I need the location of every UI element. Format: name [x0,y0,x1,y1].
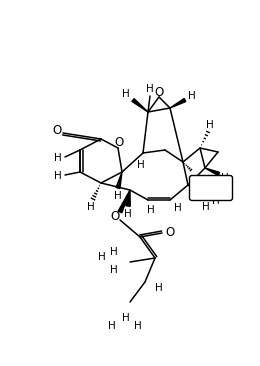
Polygon shape [170,98,186,108]
Text: H: H [202,188,210,198]
Text: ADs: ADs [201,183,221,193]
Text: H: H [124,209,132,219]
Polygon shape [132,98,148,112]
Text: O: O [165,225,175,239]
Text: H: H [212,196,220,206]
Text: O: O [114,137,124,149]
Text: H: H [174,203,182,213]
Text: H: H [188,91,196,101]
Text: H: H [54,153,62,163]
Text: O: O [110,210,120,224]
Text: H: H [202,202,210,212]
Text: H: H [147,205,155,215]
Text: O: O [52,123,62,137]
Text: H: H [108,321,116,331]
Text: O: O [154,86,164,98]
Text: H: H [110,247,118,257]
Text: H: H [110,265,118,275]
FancyBboxPatch shape [190,176,232,201]
Text: H: H [98,252,106,262]
Polygon shape [205,168,220,176]
Text: H: H [146,84,154,94]
Text: H: H [137,160,145,170]
Text: H: H [122,313,130,323]
Text: H: H [221,173,229,183]
Text: H: H [87,202,95,212]
Polygon shape [126,190,130,206]
Text: H: H [114,191,122,201]
Text: H: H [122,89,130,99]
Polygon shape [118,190,130,213]
Text: H: H [155,283,163,293]
Text: H: H [206,120,214,130]
Polygon shape [116,172,122,188]
Text: H: H [134,321,142,331]
Text: H: H [54,171,62,181]
